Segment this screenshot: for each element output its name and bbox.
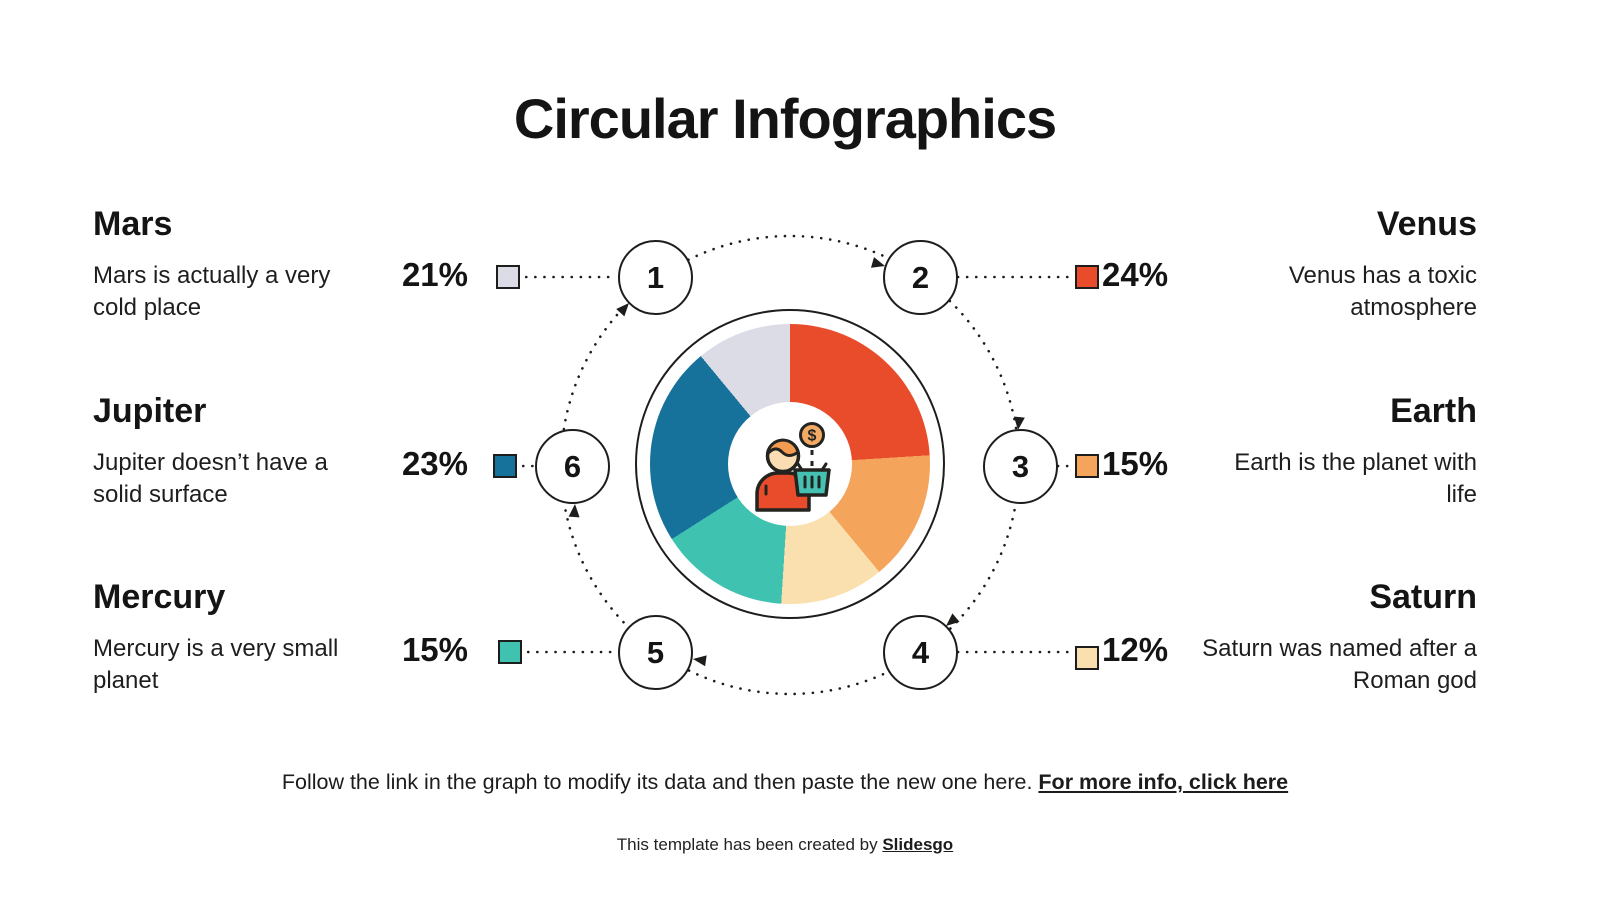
jupiter-color-swatch [493, 454, 517, 478]
mars-block: Mars Mars is actually a very cold place [93, 205, 373, 324]
mercury-block: Mercury Mercury is a very small planet [93, 578, 373, 697]
venus-block: Venus Venus has a toxic atmosphere [1197, 205, 1477, 324]
arrow-to-3-icon [1013, 416, 1025, 430]
step-circle-5: 5 [618, 615, 693, 690]
earth-percent: 15% [1102, 445, 1169, 482]
step-circle-1: 1 [618, 240, 693, 315]
arrow-to-4-icon [946, 613, 960, 626]
earth-block: Earth Earth is the planet with life [1197, 392, 1477, 511]
slidesgo-link[interactable]: Slidesgo [882, 835, 954, 854]
venus-color-swatch [1075, 265, 1099, 289]
step-circle-2: 2 [883, 240, 958, 315]
footer-credit-text: This template has been created by [616, 835, 883, 854]
person-hair [766, 438, 800, 457]
planet-name: Venus [1376, 205, 1477, 243]
arrow-to-6-icon [568, 504, 580, 518]
footer-note-text: Follow the link in the graph to modify i… [281, 770, 1039, 794]
more-info-link[interactable]: For more info, click here [1038, 770, 1289, 794]
flow-arrows [568, 257, 1025, 667]
planet-name: Earth [1390, 392, 1477, 430]
page-title: Circular Infographics [513, 87, 1057, 150]
step-circle-4: 4 [883, 615, 958, 690]
mars-percent: 21% [401, 256, 468, 293]
coin-symbol: $ [808, 428, 817, 445]
planet-description: Mars is actually a very cold place [93, 262, 331, 321]
planet-name: Mercury [93, 578, 226, 616]
venus-percent: 24% [1102, 256, 1169, 293]
planet-description: Venus has a toxic atmosphere [1288, 262, 1477, 321]
mercury-color-swatch [498, 640, 522, 664]
coin-dollar-icon [799, 422, 825, 448]
saturn-color-swatch [1075, 646, 1099, 670]
arrow-to-5-icon [693, 655, 707, 667]
saturn-percent: 12% [1102, 631, 1169, 668]
planet-description: Saturn was named after a Roman god [1202, 635, 1477, 694]
planet-description: Mercury is a very small planet [93, 635, 339, 694]
footer-credit: This template has been created by Slides… [0, 835, 1570, 855]
planet-description: Jupiter doesn’t have a solid surface [93, 449, 328, 508]
planet-name: Mars [93, 205, 173, 243]
arrow-to-2-icon [870, 257, 885, 268]
jupiter-percent: 23% [401, 445, 468, 482]
step-circle-3: 3 [983, 429, 1058, 504]
planet-description: Earth is the planet with life [1234, 449, 1477, 508]
mercury-percent: 15% [401, 631, 468, 668]
jupiter-block: Jupiter Jupiter doesn’t have a solid sur… [93, 392, 373, 511]
step-circle-6: 6 [535, 429, 610, 504]
planet-name: Jupiter [93, 392, 207, 430]
mars-color-swatch [496, 265, 520, 289]
footer-note: Follow the link in the graph to modify i… [0, 770, 1570, 795]
planet-name: Saturn [1369, 578, 1477, 616]
dotted-connectors [503, 275, 1088, 654]
saturn-block: Saturn Saturn was named after a Roman go… [1197, 578, 1477, 697]
arrow-to-1-icon [616, 303, 629, 317]
earth-color-swatch [1075, 454, 1099, 478]
